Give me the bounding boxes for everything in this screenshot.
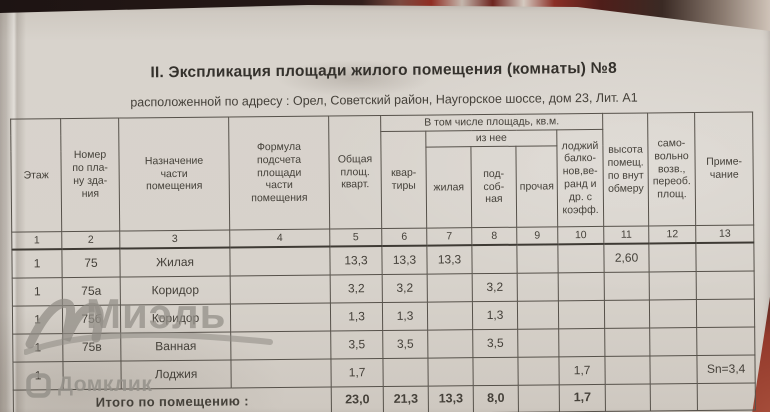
col-header-unauthorized: само- вольно возв., переоб. площ. (647, 112, 696, 226)
col-header-loggia: лоджий балко- нов,ве- ранд и др. с коэфф… (556, 129, 604, 227)
col-header-other: прочая (515, 145, 558, 228)
note-cell: Sn=3,4 (696, 354, 756, 384)
col-header-flat: квар- тиры (380, 131, 427, 229)
col-header-plan-number: Номер по пла- ну зда- ния (60, 118, 120, 232)
explication-table: Этаж Номер по пла- ну зда- ния Назначени… (10, 111, 756, 412)
col-header-note: Приме- чание (694, 111, 754, 226)
col-header-floor: Этаж (10, 118, 62, 233)
col-header-height: высота помещ. по внут обмеру (602, 112, 649, 227)
col-header-formula: Формула подсчета площади части помещения (228, 116, 330, 230)
document-title: II. Экспликация площади жилого помещения… (150, 59, 618, 82)
col-header-purpose: Назначение части помещения (118, 116, 230, 232)
totals-label: Итого по помещению : (13, 387, 332, 412)
document-content: II. Экспликация площади жилого помещения… (0, 4, 770, 412)
col-subgroup-of-it: из нее (425, 129, 557, 148)
col-header-auxiliary: под- соб- ная (470, 146, 517, 228)
col-header-total-area: Общая площ. кварт. (328, 115, 382, 230)
document-subtitle: расположенной по адресу : Орел, Советски… (130, 90, 638, 110)
col-header-living: жилая (425, 146, 472, 229)
